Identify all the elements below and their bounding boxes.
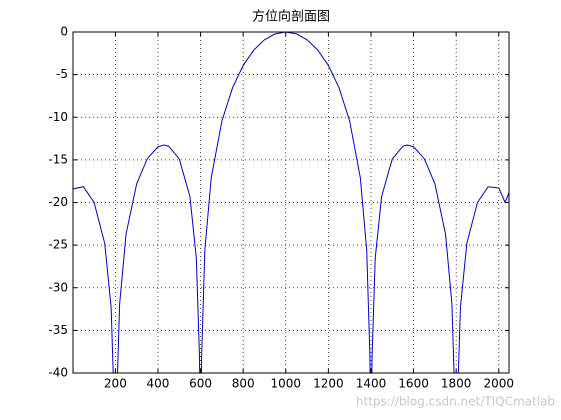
x-tick-label: 800 [232,377,255,391]
y-tick-label: -25 [48,238,68,252]
y-tick-label: -40 [48,366,68,380]
watermark: https://blog.csdn.net/TIQCmatlab [356,395,555,409]
y-tick-label: -5 [56,67,68,81]
chart-title: 方位向剖面图 [252,9,330,25]
line-series [73,32,509,373]
x-tick-label: 1200 [313,377,344,391]
y-tick-label: 0 [60,25,68,39]
y-tick-label: -20 [48,195,68,209]
x-tick-label: 400 [147,377,170,391]
x-tick-label: 600 [189,377,212,391]
x-tick-label: 200 [104,377,127,391]
x-tick-label: 1800 [441,377,472,391]
x-tick-label: 2000 [484,377,515,391]
y-tick-label: -30 [48,280,68,294]
y-tick-label: -15 [48,152,68,166]
y-tick-label: -35 [48,323,68,337]
axes-box [72,31,510,374]
x-tick-label: 1400 [356,377,387,391]
x-tick-label: 1600 [398,377,429,391]
y-tick-label: -10 [48,110,68,124]
x-tick-label: 1000 [271,377,302,391]
